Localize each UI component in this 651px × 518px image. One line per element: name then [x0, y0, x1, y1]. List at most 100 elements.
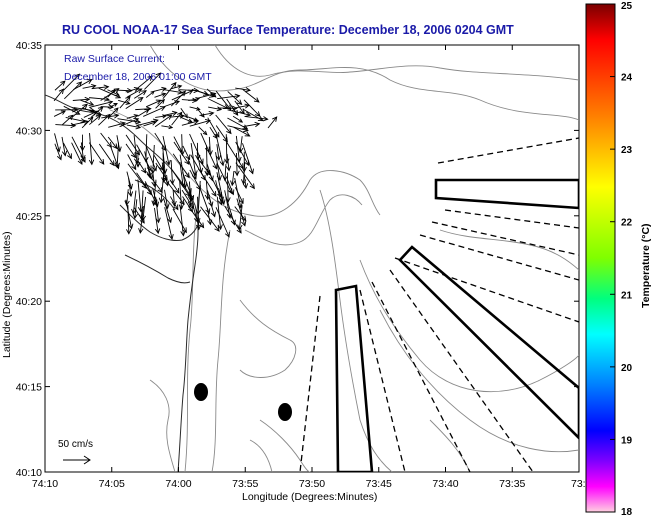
- current-vector-icon: [138, 206, 144, 234]
- x-tick-label: 74:10: [32, 478, 58, 490]
- current-vector-icon: [242, 172, 249, 190]
- current-vector-icon: [215, 114, 232, 135]
- current-vector-icon: [227, 109, 252, 117]
- colorbar-tick-label: 21: [621, 290, 633, 301]
- current-vector-icon: [162, 81, 177, 99]
- current-vector-icon: [179, 205, 186, 237]
- current-vector-icon: [81, 107, 102, 116]
- current-vector-icon: [137, 160, 147, 174]
- current-vector-icon: [217, 105, 238, 111]
- current-vector-icon: [158, 170, 165, 204]
- current-vector-icon: [162, 135, 171, 166]
- current-vector-icon: [217, 93, 241, 100]
- current-vector-icon: [71, 142, 83, 165]
- current-vector-icon: [155, 197, 161, 224]
- x-tick-label: 73:40: [432, 478, 458, 490]
- x-tick-label: 74:05: [99, 478, 125, 490]
- current-vector-icon: [170, 180, 180, 194]
- current-vector-icon: [172, 153, 190, 179]
- current-vector-icon: [109, 107, 119, 117]
- buoy-marker-icon: [278, 403, 292, 421]
- current-vector-icon: [98, 113, 111, 126]
- current-vector-icon: [238, 136, 244, 154]
- current-vector-icon: [107, 136, 118, 150]
- current-vector-icon: [243, 121, 261, 128]
- current-vector-icon: [127, 154, 137, 171]
- current-vector-icon: [88, 142, 105, 165]
- scale-arrow-icon: [63, 455, 91, 465]
- current-vector-icon: [236, 198, 247, 227]
- y-axis-ticks: 40:35 40:30 40:25 40:20 40:15 40:10: [16, 40, 579, 479]
- current-vector-icon: [242, 143, 254, 175]
- current-vector-icon: [170, 84, 183, 90]
- current-vector-icon: [144, 72, 162, 90]
- current-vector-icon: [225, 153, 232, 172]
- colorbar-tick-label: 22: [621, 218, 633, 229]
- current-vector-icon: [224, 134, 230, 165]
- x-tick-label: 73:55: [232, 478, 258, 490]
- current-vector-icon: [55, 122, 77, 129]
- current-vector-icon: [118, 99, 131, 105]
- current-vector-icon: [127, 163, 147, 190]
- current-vector-icon: [224, 205, 242, 234]
- current-vector-icon: [53, 110, 67, 117]
- plot-frame: [44, 44, 580, 473]
- current-vector-icon: [227, 179, 235, 196]
- current-vector-icon: [64, 81, 83, 100]
- current-vector-icon: [152, 86, 167, 92]
- y-tick-label: 40:15: [16, 382, 42, 394]
- current-vector-icon: [188, 205, 205, 229]
- current-vector-icon: [171, 89, 194, 101]
- current-vector-icon: [189, 169, 201, 191]
- current-vector-icon: [107, 103, 118, 109]
- y-tick-label: 40:20: [16, 296, 42, 308]
- current-vector-icon: [222, 163, 228, 182]
- current-vector-icon: [198, 126, 208, 136]
- current-vector-icon: [89, 114, 102, 125]
- current-vector-icon: [199, 111, 215, 117]
- colorbar-label: Temperature (°C): [640, 223, 651, 308]
- current-vector-icon: [267, 116, 278, 129]
- colorbar-tick-label: 18: [621, 507, 633, 518]
- current-vector-icon: [54, 80, 66, 91]
- current-vector-icon: [181, 117, 193, 123]
- radar-sectors: [299, 137, 579, 472]
- current-vector-icon: [61, 136, 68, 157]
- current-vector-icon: [53, 88, 65, 102]
- current-vector-icon: [54, 143, 62, 161]
- current-vector-icon: [182, 145, 191, 161]
- current-vector-icon: [135, 75, 154, 90]
- y-tick-label: 40:30: [16, 125, 42, 137]
- current-vector-icon: [209, 153, 218, 170]
- current-vector-icon: [208, 195, 217, 218]
- current-vector-icon: [164, 207, 174, 240]
- current-vector-icon: [188, 97, 201, 102]
- current-vector-icon: [162, 110, 178, 117]
- current-vector-icon: [91, 84, 110, 90]
- current-vector-icon: [134, 90, 147, 99]
- colorbar: 25 24 23 22 21 20 19 18 Temperature (°C): [585, 1, 651, 518]
- colorbar-tick-label: 25: [621, 1, 633, 12]
- current-vector-icon: [236, 103, 250, 109]
- x-axis-ticks: 74:10 74:05 74:00 73:55 73:50 73:45 73:40 73:35…: [32, 45, 592, 490]
- current-vector-icon: [125, 97, 144, 110]
- current-vector-icon: [215, 207, 230, 238]
- current-vector-icon: [107, 89, 116, 98]
- current-vector-icon: [98, 143, 115, 167]
- colorbar-tick-label: 23: [621, 145, 633, 156]
- current-vector-icon: [80, 142, 86, 161]
- current-vector-icon: [235, 87, 252, 93]
- current-vector-icon: [215, 125, 228, 143]
- colorbar-ticks: 25 24 23 22 21 20 19 18: [610, 1, 633, 518]
- current-vector-icon: [218, 187, 224, 203]
- current-vector-icon: [73, 79, 93, 91]
- current-vector-icon: [81, 116, 94, 129]
- current-vector-icon: [80, 99, 95, 106]
- current-vector-icon: [145, 90, 155, 98]
- scale-label: 50 cm/s: [58, 439, 93, 450]
- current-vector-icon: [235, 162, 255, 190]
- current-vector-icon: [197, 92, 217, 99]
- current-vector-icon: [169, 196, 179, 211]
- current-vector-icon: [145, 145, 157, 172]
